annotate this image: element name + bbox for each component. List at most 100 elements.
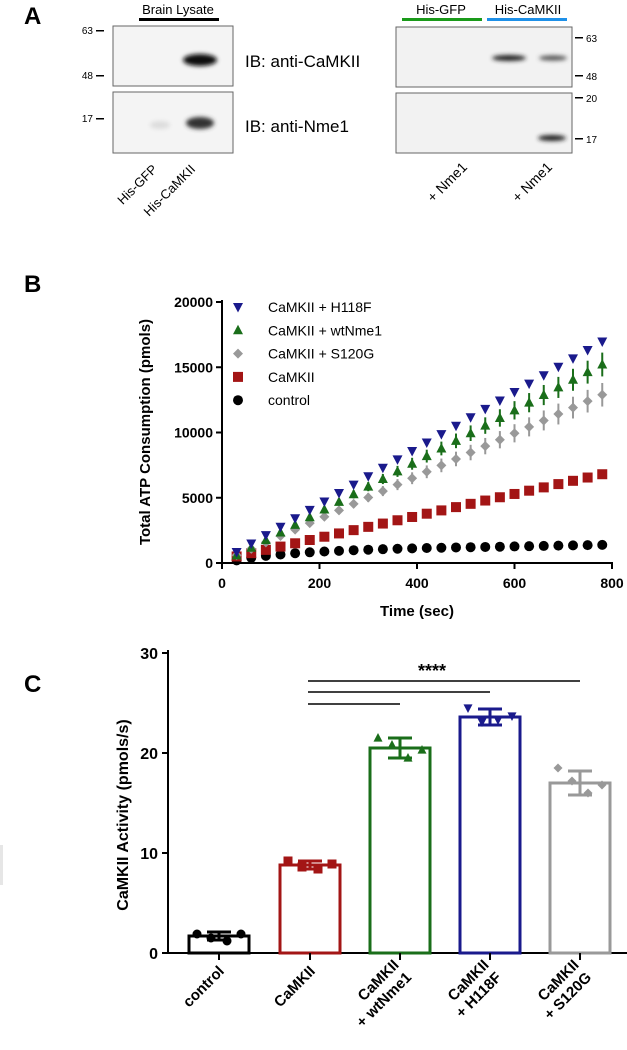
marker-tick — [575, 138, 583, 140]
replicate-point — [373, 733, 383, 742]
ib-nme1-label: IB: anti-Nme1 — [245, 117, 349, 136]
replicate-point — [417, 745, 427, 754]
data-point-triangle-down — [363, 472, 374, 482]
band-nme1-faint — [150, 121, 170, 129]
data-point-circle — [568, 540, 578, 551]
legend-label: CaMKII + H118F — [268, 299, 372, 315]
marker-tick — [575, 75, 583, 77]
data-point-circle — [538, 540, 549, 551]
data-point-diamond — [582, 396, 593, 407]
data-point-square — [538, 482, 549, 493]
data-point-triangle-up — [304, 511, 315, 522]
marker-48-left: 48 — [82, 71, 94, 82]
data-point-circle — [524, 541, 535, 552]
data-point-triangle-up — [538, 389, 549, 400]
data-point-diamond — [494, 434, 505, 445]
legend-marker-square — [233, 371, 243, 382]
group-label-his-gfp: His-GFP — [416, 2, 466, 17]
data-point-circle — [392, 543, 403, 554]
data-point-triangle-down — [275, 522, 286, 533]
data-point-diamond — [392, 479, 403, 490]
data-point-square — [553, 479, 564, 490]
data-point-triangle-down — [290, 514, 301, 524]
data-point-square — [480, 495, 491, 506]
data-point-square — [319, 531, 330, 542]
data-point-triangle-down — [319, 497, 330, 507]
data-point-diamond — [524, 421, 535, 432]
data-point-triangle-down — [568, 354, 578, 364]
marker-48-right: 48 — [586, 72, 598, 83]
replicate-point — [297, 862, 307, 872]
data-point-circle — [553, 540, 564, 551]
data-point-circle — [480, 541, 491, 552]
replicate-point — [597, 780, 607, 790]
data-point-diamond — [451, 453, 461, 464]
data-point-diamond — [480, 441, 491, 452]
replicate-point — [222, 936, 232, 946]
bar — [548, 781, 612, 955]
data-point-circle — [319, 546, 330, 557]
data-point-triangle-up — [348, 488, 359, 499]
data-point-square — [582, 472, 593, 483]
data-point-triangle-up — [392, 465, 403, 476]
data-point-triangle-down — [582, 345, 593, 356]
panel-c: C CaMKII Activity (pmols/s) 0 10 20 30 ****… — [24, 646, 627, 1031]
replicate-point — [236, 929, 246, 939]
replicate-point — [553, 763, 563, 773]
data-point-circle — [436, 542, 447, 553]
band-nme1-lysate — [186, 117, 214, 129]
replicate-point — [583, 788, 593, 798]
data-point-circle — [494, 541, 505, 552]
data-point-triangle-up — [524, 397, 535, 407]
data-point-square — [407, 511, 418, 522]
data-point-triangle-down — [480, 404, 491, 415]
x-tick-label: 600 — [503, 575, 527, 591]
blot-left-camkii — [112, 25, 234, 87]
data-point-circle — [509, 541, 520, 552]
data-point-triangle-down — [231, 547, 242, 558]
x-tick-label: 400 — [405, 575, 429, 591]
data-point-triangle-up — [421, 450, 432, 461]
edge-artifact — [0, 845, 3, 885]
data-point-circle — [597, 539, 608, 550]
panel-b-label: B — [24, 271, 41, 298]
ib-camkii-label: IB: anti-CaMKII — [245, 52, 360, 71]
data-point-square — [334, 528, 344, 539]
data-point-triangle-up — [553, 381, 564, 392]
panel-b-y-label: Total ATP Consumption (pmols) — [137, 319, 154, 545]
data-point-triangle-down — [421, 438, 432, 449]
data-point-triangle-down — [334, 489, 344, 499]
data-point-triangle-up — [465, 427, 476, 438]
y-tick-label: 5000 — [182, 490, 213, 506]
y-tick-label: 0 — [149, 946, 158, 963]
data-point-diamond — [436, 460, 447, 471]
marker-tick — [96, 30, 104, 32]
legend-marker-circle — [233, 395, 243, 406]
data-point-square — [260, 544, 271, 555]
data-point-square — [465, 498, 476, 509]
data-point-circle — [407, 543, 418, 554]
data-point-square — [436, 505, 447, 516]
data-point-triangle-down — [524, 379, 535, 390]
data-point-triangle-down — [304, 505, 315, 516]
data-point-square — [494, 492, 505, 503]
replicate-point — [403, 753, 413, 762]
data-point-diamond — [553, 409, 564, 420]
replicate-point — [206, 933, 216, 943]
data-point-circle — [290, 548, 301, 559]
data-point-triangle-up — [334, 496, 344, 506]
data-point-triangle-up — [568, 374, 578, 384]
bar — [458, 715, 522, 955]
data-point-square — [392, 515, 403, 526]
data-point-circle — [348, 545, 359, 556]
data-point-diamond — [407, 473, 418, 484]
data-point-square — [348, 525, 359, 536]
legend-label: control — [268, 392, 310, 408]
panel-a: A Brain Lysate 63 48 17 IB: anti-CaMKII … — [24, 2, 598, 219]
x-tick-label: 800 — [600, 575, 624, 591]
replicate-point — [327, 859, 337, 869]
data-point-square — [290, 538, 301, 549]
data-point-diamond — [363, 492, 374, 503]
data-point-triangle-down — [392, 455, 403, 465]
panel-a-label: A — [24, 3, 41, 30]
